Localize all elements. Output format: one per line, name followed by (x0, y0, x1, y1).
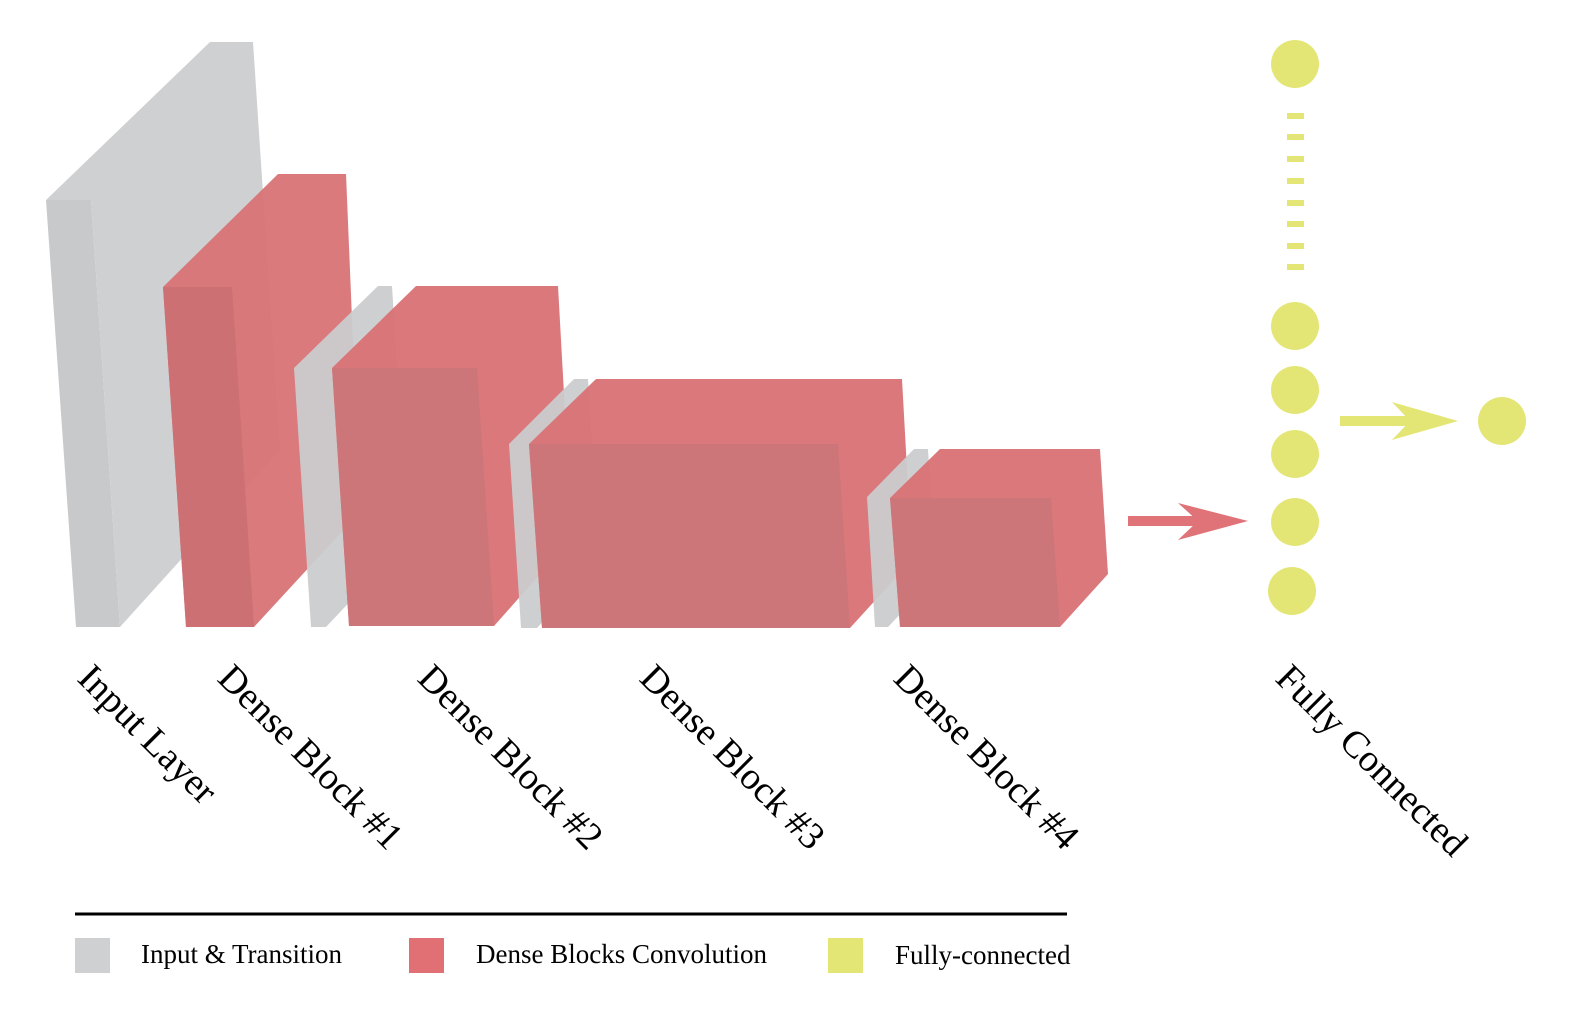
dense-block-4-volume (890, 449, 1108, 627)
stage-label-input-layer: Input Layer (70, 657, 226, 813)
stage-label-dense-block-4: Dense Block #4 (886, 657, 1087, 858)
fc-ellipsis-dashes (1287, 113, 1304, 270)
input-layer-side (46, 200, 120, 627)
legend-item-fully-connected: Fully-connected (828, 938, 1071, 973)
fc-neuron (1271, 302, 1319, 350)
legend-label-fully-connected: Fully-connected (895, 940, 1071, 970)
legend-item-dense-blocks: Dense Blocks Convolution (409, 938, 767, 973)
legend-label-dense-blocks: Dense Blocks Convolution (476, 939, 767, 969)
fc-neuron-bottom (1268, 567, 1316, 615)
output-neuron (1478, 397, 1526, 445)
stage-label-fully-connected: Fully Connected (1268, 657, 1476, 865)
legend-swatch-dense-blocks (409, 938, 444, 973)
arrow-yellow-shaft (1340, 416, 1410, 426)
legend-label-input-transition: Input & Transition (141, 939, 343, 969)
stage-label-dense-block-2: Dense Block #2 (410, 657, 611, 858)
fc-neuron (1271, 366, 1319, 414)
dense-block-3-volume (529, 379, 912, 628)
arrow-to-output (1340, 402, 1458, 440)
legend-swatch-input-transition (75, 938, 110, 973)
dense-block-2-front (332, 368, 494, 626)
fully-connected-layer (1268, 40, 1319, 615)
legend-item-input-transition: Input & Transition (75, 938, 343, 973)
dense-block-1-front (163, 287, 254, 627)
stage-label-dense-block-3: Dense Block #3 (632, 657, 833, 858)
arrow-red-head (1178, 503, 1248, 540)
arrow-to-fully-connected (1128, 503, 1248, 540)
arrow-yellow-head (1392, 402, 1458, 440)
legend-swatch-fully-connected (828, 938, 863, 973)
dense-block-2-volume (332, 286, 572, 626)
fc-neuron (1271, 498, 1319, 546)
arrow-red-shaft (1128, 516, 1198, 526)
fc-neuron (1271, 430, 1319, 478)
dense-block-4-front (890, 498, 1060, 627)
dense-block-3-front (529, 444, 850, 628)
fc-neuron-top (1271, 40, 1319, 88)
stage-label-dense-block-1: Dense Block #1 (210, 657, 411, 858)
